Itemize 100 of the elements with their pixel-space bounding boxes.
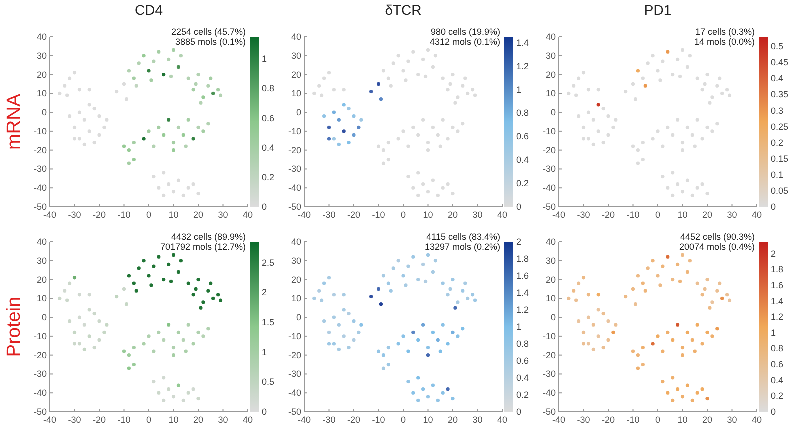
x-tick-label: 10 xyxy=(168,415,179,425)
color-bar-label: 1.6 xyxy=(516,271,530,281)
x-tick-label: 10 xyxy=(678,415,688,425)
annotation: 4312 mols (0.1%) xyxy=(430,37,500,47)
y-tick-label: -20 xyxy=(288,350,302,360)
y-tick-label: 20 xyxy=(36,70,47,80)
color-bar-label: 0.25 xyxy=(771,122,789,132)
text: 2254 cells (45.7%) xyxy=(171,27,246,37)
x-tick-label: -20 xyxy=(92,415,106,425)
color-bar-label: 2 xyxy=(771,248,776,259)
x-tick-label: 0 xyxy=(400,415,406,425)
color-bar-label: 0.5 xyxy=(771,42,784,52)
y-tick-label: 0 xyxy=(296,312,302,323)
color-bar-label: 0.8 xyxy=(516,339,530,349)
y-tick-label: -40 xyxy=(288,183,302,194)
y-tick-label: 0 xyxy=(42,108,47,118)
y-tick-label: 20 xyxy=(291,70,302,80)
y-tick-label: 20 xyxy=(291,274,302,285)
x-tick-label: -30 xyxy=(322,415,336,425)
x-tick-label: 20 xyxy=(193,210,204,220)
y-tick-label: 20 xyxy=(36,274,47,285)
annotation: 13297 mols (0.2%) xyxy=(424,242,500,252)
y-tick-label: -30 xyxy=(34,369,47,380)
color-bar-label: 0.2 xyxy=(516,178,530,189)
y-axis-title: mRNA xyxy=(4,94,25,150)
x-tick-label: 0 xyxy=(655,415,661,425)
color-bar-label: 2.5 xyxy=(262,258,275,268)
color-bar-label: 1.8 xyxy=(771,264,784,275)
text: 4115 cells (83.4%) xyxy=(426,232,500,242)
y-tick-label: 20 xyxy=(546,274,556,285)
y-tick-label: -30 xyxy=(542,369,556,380)
x-tick-label: -30 xyxy=(68,415,82,425)
y-tick-label: -50 xyxy=(34,407,47,417)
color-bar-label: 0 xyxy=(516,407,522,417)
y-tick-label: -10 xyxy=(34,331,47,342)
y-tick-label: 30 xyxy=(36,256,47,266)
color-bar-label: 2 xyxy=(516,237,522,247)
y-tick-label: 30 xyxy=(291,256,302,266)
color-bar-label: 0.2 xyxy=(771,138,784,148)
color-bar-label: 1 xyxy=(262,54,268,64)
annotation: 14 mols (0.0%) xyxy=(694,37,755,47)
y-tick-label: -40 xyxy=(34,183,47,194)
y-tick-label: -30 xyxy=(34,164,47,174)
color-bar-label: 0 xyxy=(771,407,776,417)
color-bar-label: 0.6 xyxy=(262,113,275,124)
color-bar-label: 1.4 xyxy=(771,296,784,306)
x-tick-label: 30 xyxy=(727,415,738,425)
y-tick-label: -30 xyxy=(288,164,302,174)
x-tick-label: 10 xyxy=(678,210,688,220)
y-tick-label: 40 xyxy=(36,237,47,247)
color-bar-label: 1 xyxy=(262,347,268,358)
x-tick-label: -20 xyxy=(347,210,361,220)
y-tick-label: -40 xyxy=(34,388,47,398)
x-tick-label: 10 xyxy=(168,210,179,220)
x-tick-label: 0 xyxy=(400,210,406,220)
color-bar-label: 0.2 xyxy=(516,390,530,400)
y-tick-label: 30 xyxy=(36,50,47,61)
x-tick-label: -30 xyxy=(577,210,590,220)
color-bar-label: 0 xyxy=(262,407,268,417)
color-bar-label: 1.8 xyxy=(516,254,530,264)
color-bar-label: 0.8 xyxy=(262,84,275,94)
color-bar-label: 1.6 xyxy=(771,280,784,290)
y-tick-label: 10 xyxy=(546,88,556,99)
x-tick-label: 0 xyxy=(146,415,152,425)
y-tick-label: 0 xyxy=(550,108,556,118)
y-tick-label: -40 xyxy=(542,388,556,398)
y-tick-label: -20 xyxy=(288,145,302,156)
y-tick-label: 30 xyxy=(291,50,302,61)
y-tick-label: 0 xyxy=(42,312,47,323)
x-tick-label: -10 xyxy=(626,210,640,220)
y-tick-label: 40 xyxy=(291,237,302,247)
y-tick-label: 20 xyxy=(546,70,556,80)
color-bar-label: 1.2 xyxy=(516,61,530,72)
y-tick-label: -10 xyxy=(542,126,556,136)
y-tick-label: -10 xyxy=(288,126,302,136)
y-tick-label: -50 xyxy=(542,202,556,212)
x-tick-label: 40 xyxy=(242,210,254,220)
x-tick-label: -30 xyxy=(322,210,336,220)
color-bar-label: 1.4 xyxy=(516,38,530,48)
color-bar-label: 0.5 xyxy=(262,377,275,388)
color-bar-label: 1.2 xyxy=(516,305,530,315)
color-bar-label: 0.2 xyxy=(771,391,784,402)
color-bar-label: 2 xyxy=(262,288,268,298)
x-tick-label: 40 xyxy=(752,415,762,425)
x-tick-label: -10 xyxy=(372,210,386,220)
color-bar-label: 1.2 xyxy=(771,312,784,322)
y-tick-label: -10 xyxy=(542,331,556,342)
y-tick-label: 0 xyxy=(296,108,302,118)
y-tick-label: -40 xyxy=(542,183,556,194)
color-bar-label: 0.4 xyxy=(262,142,275,153)
y-tick-label: -10 xyxy=(34,126,47,136)
y-tick-label: -20 xyxy=(34,350,47,360)
text: 980 cells (19.9%) xyxy=(430,27,500,37)
y-tick-label: 10 xyxy=(36,294,47,304)
color-bar-label: 0.4 xyxy=(771,375,784,386)
x-tick-label: 40 xyxy=(497,210,508,220)
chart-title: CD4 xyxy=(134,2,164,18)
x-tick-label: -20 xyxy=(602,415,616,425)
color-bar-label: 0.8 xyxy=(516,108,530,118)
color-bar-label: 0.2 xyxy=(262,172,275,182)
